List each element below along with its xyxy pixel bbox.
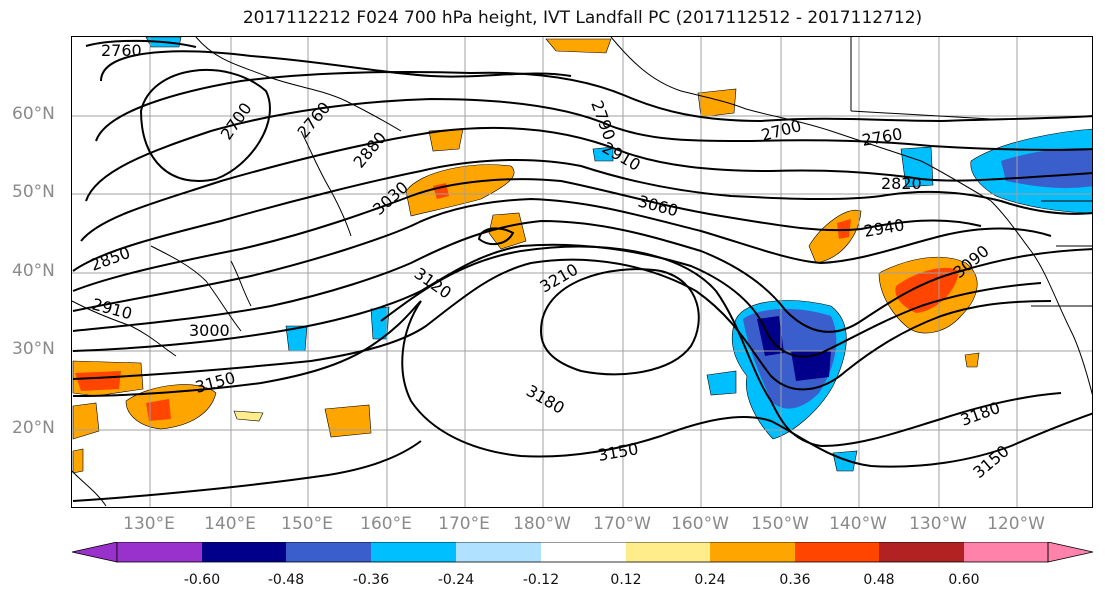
contour-label: 2940	[862, 215, 905, 241]
ivt-positive-region	[964, 352, 980, 368]
longitude-label: 160°E	[360, 514, 412, 534]
ivt-positive-region	[545, 38, 612, 54]
colorbar-tick-label: 0.12	[610, 572, 642, 588]
longitude-label: 170°E	[438, 514, 490, 534]
latitude-label: 20°N	[12, 418, 55, 438]
ivt-positive-region	[233, 410, 264, 422]
colorbar-segment	[795, 542, 879, 562]
ivt-strong-negative-region	[791, 351, 831, 381]
ivt-shading	[72, 37, 1092, 474]
latitude-label: 30°N	[12, 339, 55, 359]
ivt-positive-region	[324, 404, 372, 438]
ivt-strong-positive-region	[895, 267, 959, 313]
colorbar-segment	[879, 542, 964, 562]
colorbar-tick-label: 0.48	[863, 572, 895, 588]
map-panel: 2760 2700 2760 2880 2790 2910 2700 2760 …	[71, 36, 1093, 508]
colorbar-segments	[71, 542, 1094, 563]
ivt-negative-region	[706, 370, 737, 396]
contour-label: 2910	[599, 138, 644, 175]
closed-contour	[477, 227, 515, 246]
ivt-strong-positive-region	[75, 371, 121, 391]
ivt-positive-region	[72, 448, 84, 474]
colorbar-segment	[964, 542, 1048, 562]
contour-label: 3150	[596, 439, 639, 465]
colorbar-tick-label: 0.36	[779, 572, 811, 588]
contour-label: 2760	[294, 98, 335, 141]
longitude-label: 150°W	[751, 514, 809, 534]
longitude-label: 130°E	[123, 514, 175, 534]
colorbar-tick-label: -0.36	[352, 572, 390, 588]
map-canvas: 2760 2700 2760 2880 2790 2910 2700 2760 …	[72, 37, 1092, 507]
colorbar-tick-label: -0.12	[522, 572, 560, 588]
contour-label: 2880	[350, 128, 391, 171]
colorbar-segment	[541, 542, 626, 562]
contour-label: 2760	[101, 41, 142, 60]
colorbar-segment	[117, 542, 202, 562]
contour-label: 2790	[587, 98, 619, 143]
colorbar-segment	[456, 542, 541, 562]
ivt-strong-positive-region	[837, 219, 851, 239]
colorbar-segment	[286, 542, 371, 562]
colorbar-tick-label: -0.60	[183, 572, 221, 588]
contour-label: 2850	[88, 243, 133, 275]
contour-label: 2760	[860, 124, 903, 150]
longitude-label: 130°W	[909, 514, 967, 534]
contour-label: 3180	[958, 398, 1003, 430]
colorbar-outline	[116, 542, 1049, 563]
ivt-negative-region	[592, 146, 614, 162]
contour-label: 2820	[881, 174, 922, 193]
ivt-positive-region	[72, 402, 100, 440]
colorbar-segment	[626, 542, 710, 562]
contour-label: 3000	[189, 321, 230, 340]
graticule	[72, 37, 1092, 507]
longitude-label: 120°W	[987, 514, 1045, 534]
colorbar-segment	[202, 542, 286, 562]
colorbar-tick-label: -0.24	[437, 572, 475, 588]
contour-label: 3120	[411, 264, 455, 303]
colorbar-tick-label: 0.24	[694, 572, 726, 588]
latitude-label: 40°N	[12, 261, 55, 281]
longitude-label: 140°E	[204, 514, 256, 534]
latitude-label: 60°N	[12, 104, 55, 124]
longitude-label: 180°W	[513, 514, 571, 534]
longitude-label: 160°W	[671, 514, 729, 534]
height-contours	[72, 39, 1092, 502]
ivt-negative-region	[832, 450, 858, 472]
longitude-label: 140°W	[829, 514, 887, 534]
longitude-label: 150°E	[281, 514, 333, 534]
latitude-label: 50°N	[12, 182, 55, 202]
contour-label: 3180	[523, 381, 568, 418]
colorbar-segment	[371, 542, 456, 562]
colorbar-extend-low	[71, 542, 118, 563]
colorbar	[71, 542, 1094, 563]
colorbar-segment	[710, 542, 795, 562]
colorbar-tick-label: 0.60	[948, 572, 980, 588]
ivt-positive-region	[697, 88, 737, 118]
colorbar-tick-label: -0.48	[267, 572, 305, 588]
ivt-positive-region	[808, 209, 862, 264]
longitude-label: 170°W	[593, 514, 651, 534]
colorbar-extend-high	[1047, 542, 1094, 563]
map-title: 2017112212 F024 700 hPa height, IVT Land…	[242, 8, 923, 28]
ivt-strong-positive-region	[146, 399, 171, 421]
